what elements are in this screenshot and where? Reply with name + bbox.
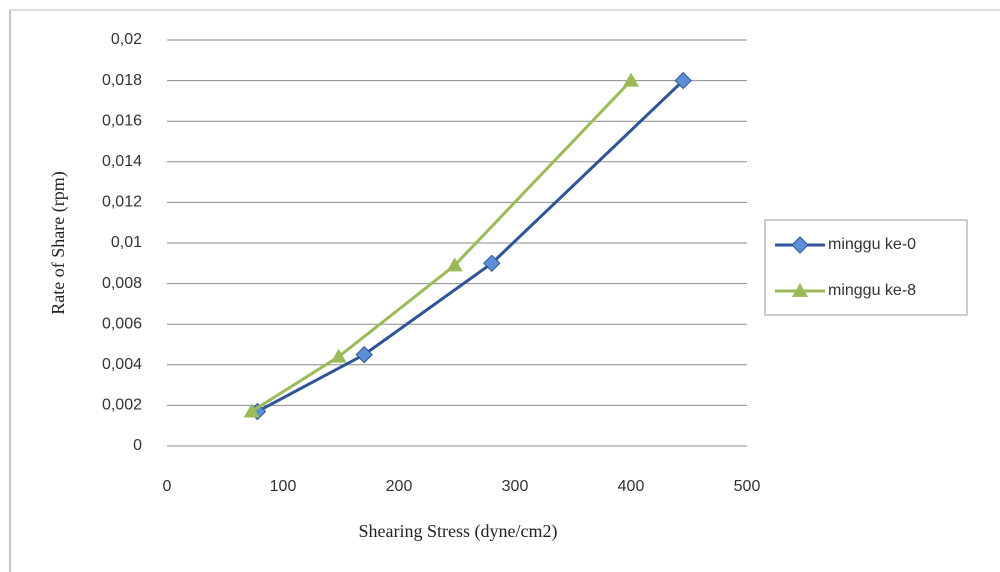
- series-line: [257, 81, 683, 412]
- y-tick-label: 0,01: [111, 234, 142, 251]
- legend-label: minggu ke-0: [828, 236, 916, 253]
- y-tick-label: 0,004: [102, 356, 142, 373]
- legend-box: [765, 220, 967, 315]
- y-tick-label: 0,012: [102, 194, 142, 211]
- y-axis-title: Rate of Share (rpm): [48, 171, 69, 314]
- x-tick-label: 400: [618, 478, 645, 495]
- y-tick-label: 0,002: [102, 397, 142, 414]
- series-line: [252, 81, 631, 412]
- x-tick-label: 0: [163, 478, 172, 495]
- y-tick-label: 0,018: [102, 72, 142, 89]
- legend-label: minggu ke-8: [828, 282, 916, 299]
- x-tick-label: 300: [502, 478, 529, 495]
- x-axis-title: Shearing Stress (dyne/cm2): [359, 521, 558, 542]
- marker: [623, 73, 639, 87]
- y-tick-label: 0,014: [102, 153, 142, 170]
- y-tick-label: 0: [133, 437, 142, 454]
- y-tick-label: 0,016: [102, 112, 142, 129]
- x-tick-label: 200: [386, 478, 413, 495]
- y-tick-label: 0,02: [111, 31, 142, 48]
- chart: Shearing Stress (dyne/cm2) Rate of Share…: [0, 0, 1000, 572]
- y-tick-label: 0,008: [102, 275, 142, 292]
- x-tick-label: 500: [734, 478, 761, 495]
- y-tick-label: 0,006: [102, 315, 142, 332]
- x-tick-label: 100: [270, 478, 297, 495]
